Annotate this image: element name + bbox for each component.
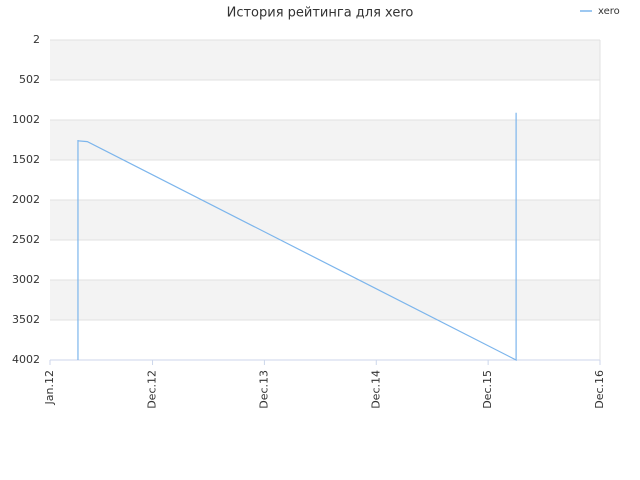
y-tick-label: 3502 xyxy=(12,313,40,326)
y-tick-label: 2 xyxy=(33,33,40,46)
y-tick-label: 2502 xyxy=(12,233,40,246)
x-tick-label: Jan.12 xyxy=(43,370,56,405)
grid-band xyxy=(50,280,600,320)
grid-band xyxy=(50,200,600,240)
x-tick-label: Dec.13 xyxy=(257,370,270,409)
line xyxy=(77,112,517,361)
y-tick-label: 3002 xyxy=(12,273,40,286)
y-tick-label: 1502 xyxy=(12,153,40,166)
grid-band xyxy=(50,40,600,80)
x-tick-label: Dec.15 xyxy=(481,370,494,409)
chart-title: История рейтинга для xero xyxy=(227,6,414,21)
y-tick-label: 2002 xyxy=(12,193,40,206)
x-tick-label: Dec.16 xyxy=(593,370,606,409)
y-tick-label: 1002 xyxy=(12,113,40,126)
y-tick-label: 4002 xyxy=(12,353,40,366)
legend-label: xero xyxy=(598,6,620,17)
x-tick-label: Dec.12 xyxy=(146,370,159,409)
grid-band xyxy=(50,120,600,160)
y-tick-label: 502 xyxy=(19,73,40,86)
x-tick-label: Dec.14 xyxy=(369,370,382,409)
